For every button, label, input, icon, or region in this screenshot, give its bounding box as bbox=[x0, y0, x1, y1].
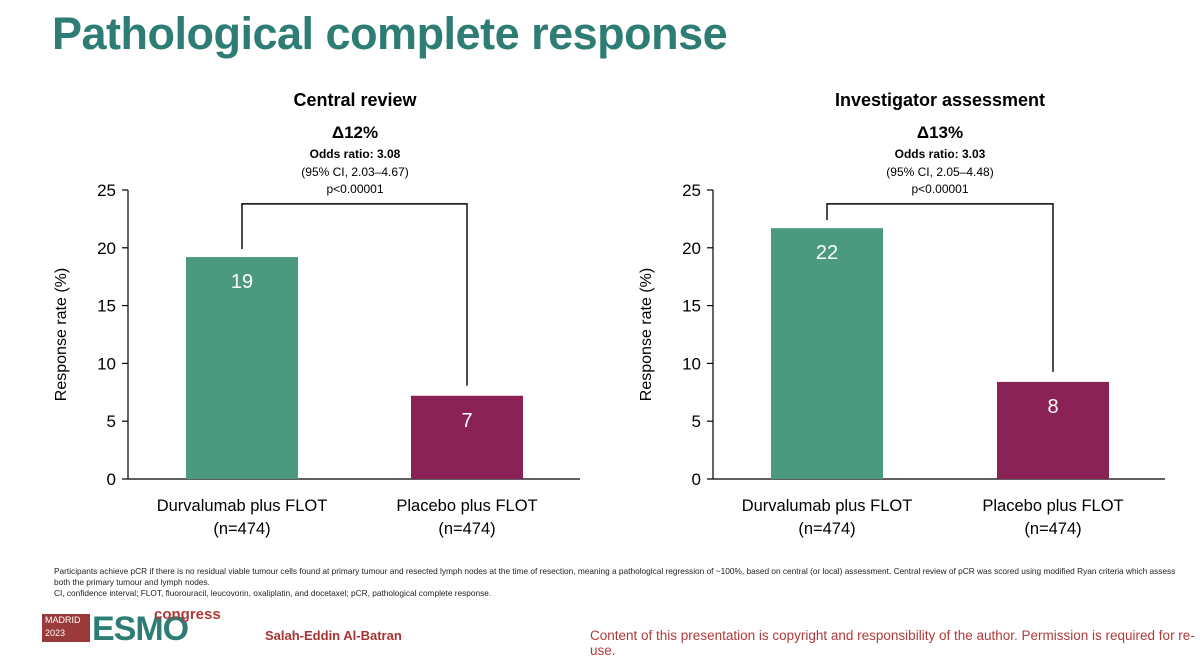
ci-label: (95% CI, 2.05–4.48) bbox=[886, 165, 993, 179]
x-category-label: Durvalumab plus FLOT bbox=[157, 497, 328, 515]
bar bbox=[997, 381, 1109, 479]
delta-label: Δ12% bbox=[332, 123, 378, 142]
y-tick-label: 20 bbox=[682, 239, 701, 258]
x-category-n-label: (n=474) bbox=[213, 520, 270, 538]
esmo-congress-logo: MADRID 2023 ESMO congress bbox=[42, 606, 221, 650]
p-value-label: p<0.00001 bbox=[911, 182, 968, 196]
footnote: Participants achieve pCR if there is no … bbox=[54, 566, 1184, 599]
logo-year: 2023 bbox=[45, 628, 66, 638]
y-tick-label: 0 bbox=[107, 470, 116, 489]
y-axis-label: Response rate (%) bbox=[638, 268, 655, 401]
x-category-label: Durvalumab plus FLOT bbox=[742, 497, 913, 515]
x-category-n-label: (n=474) bbox=[1024, 520, 1081, 538]
author-name: Salah-Eddin Al-Batran bbox=[265, 628, 402, 643]
y-tick-label: 25 bbox=[682, 181, 701, 200]
logo-congress: congress bbox=[154, 606, 221, 623]
bar bbox=[411, 395, 523, 479]
logo-city: MADRID bbox=[45, 615, 81, 625]
copyright-notice: Content of this presentation is copyrigh… bbox=[590, 628, 1195, 658]
y-tick-label: 20 bbox=[97, 239, 116, 258]
chart-title: Central review bbox=[293, 90, 417, 110]
footnote-definition: Participants achieve pCR if there is no … bbox=[54, 566, 1176, 587]
y-tick-label: 5 bbox=[107, 412, 116, 431]
odds-ratio-label: Odds ratio: 3.03 bbox=[895, 147, 986, 161]
logo-esmo: ESMO bbox=[92, 610, 189, 648]
odds-ratio-label: Odds ratio: 3.08 bbox=[310, 147, 401, 161]
bar bbox=[771, 228, 883, 479]
bar-value-label: 7 bbox=[461, 410, 472, 432]
ci-label: (95% CI, 2.03–4.67) bbox=[301, 165, 408, 179]
slide-title: Pathological complete response bbox=[52, 8, 728, 59]
x-category-label: Placebo plus FLOT bbox=[396, 497, 537, 515]
chart-title: Investigator assessment bbox=[835, 90, 1045, 110]
y-tick-label: 10 bbox=[682, 354, 701, 373]
bar bbox=[186, 257, 298, 479]
y-tick-label: 15 bbox=[682, 297, 701, 316]
bar-value-label: 19 bbox=[231, 271, 253, 293]
significance-bracket bbox=[826, 203, 1054, 372]
footnote-abbreviations: CI, confidence interval; FLOT, fluoroura… bbox=[54, 588, 492, 598]
y-tick-label: 25 bbox=[97, 181, 116, 200]
bar-value-label: 8 bbox=[1047, 396, 1058, 418]
delta-label: Δ13% bbox=[917, 123, 963, 142]
charts-svg: Central review Δ12% Odds ratio: 3.08 (95% C… bbox=[53, 90, 1165, 538]
x-category-n-label: (n=474) bbox=[438, 520, 495, 538]
bar-value-label: 22 bbox=[816, 242, 838, 264]
x-category-n-label: (n=474) bbox=[798, 520, 855, 538]
x-category-label: Placebo plus FLOT bbox=[982, 497, 1123, 515]
y-tick-label: 10 bbox=[97, 354, 116, 373]
logo-madrid-badge: MADRID 2023 bbox=[42, 614, 90, 642]
y-tick-label: 0 bbox=[692, 470, 701, 489]
significance-bracket bbox=[241, 203, 468, 386]
p-value-label: p<0.00001 bbox=[326, 182, 383, 196]
y-tick-label: 15 bbox=[97, 297, 116, 316]
y-axis-label: Response rate (%) bbox=[53, 268, 70, 401]
y-tick-label: 5 bbox=[692, 412, 701, 431]
